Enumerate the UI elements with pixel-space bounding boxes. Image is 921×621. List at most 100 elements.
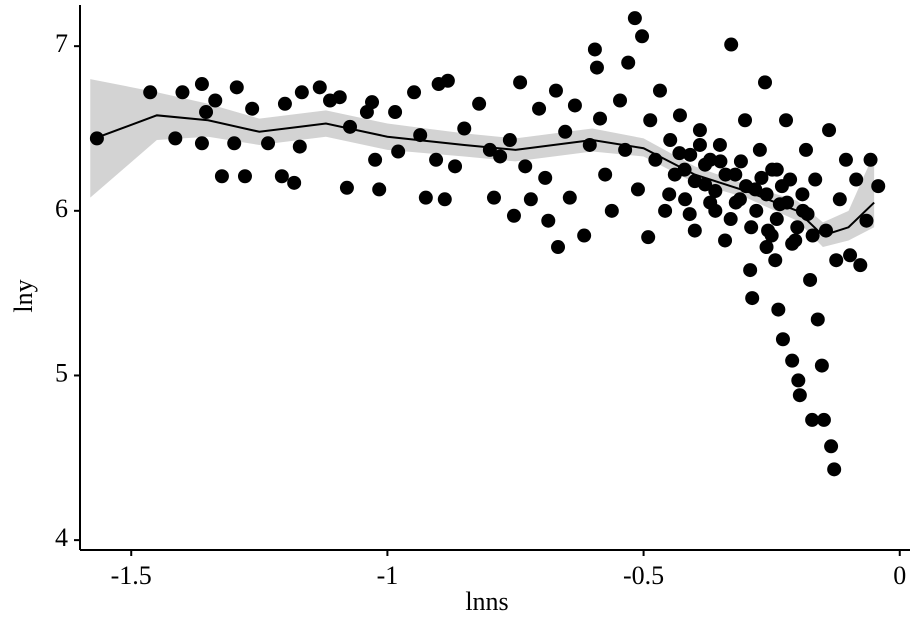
point — [824, 439, 839, 454]
point — [548, 83, 563, 98]
x-tick-label: -1.5 — [111, 561, 152, 590]
point — [829, 253, 844, 268]
point — [764, 228, 779, 243]
x-tick-label: -0.5 — [623, 561, 664, 590]
point — [708, 184, 723, 199]
x-tick-label: 0 — [893, 561, 906, 590]
point — [713, 154, 728, 169]
point — [214, 169, 229, 184]
point — [448, 159, 463, 174]
point — [662, 187, 677, 202]
point — [437, 192, 452, 207]
point — [678, 192, 693, 207]
point — [562, 190, 577, 205]
point — [368, 152, 383, 167]
point — [774, 179, 789, 194]
point — [682, 207, 697, 222]
point — [168, 131, 183, 146]
y-tick-label: 6 — [55, 194, 68, 223]
point — [593, 111, 608, 126]
point — [287, 175, 302, 190]
y-tick-label: 5 — [55, 358, 68, 387]
point — [663, 133, 678, 148]
point — [743, 263, 758, 278]
point — [274, 169, 289, 184]
smooth-line — [89, 114, 875, 237]
point — [294, 85, 309, 100]
point — [810, 312, 825, 327]
point — [532, 101, 547, 116]
point — [208, 93, 223, 108]
point — [472, 96, 487, 111]
point — [827, 462, 842, 477]
point — [832, 192, 847, 207]
point — [567, 98, 582, 113]
point — [752, 142, 767, 157]
point — [769, 212, 784, 227]
point — [551, 240, 566, 255]
point — [859, 213, 874, 228]
point — [798, 142, 813, 157]
point — [816, 412, 831, 427]
point — [672, 146, 687, 161]
point — [635, 29, 650, 44]
point — [768, 253, 783, 268]
point — [630, 182, 645, 197]
point — [541, 213, 556, 228]
point — [724, 37, 739, 52]
point — [745, 291, 760, 306]
point — [332, 90, 347, 105]
point — [822, 123, 837, 138]
point — [277, 96, 292, 111]
point — [513, 75, 528, 90]
point — [683, 147, 698, 162]
y-axis-label: lny — [9, 279, 38, 312]
point — [493, 149, 508, 164]
point — [429, 152, 444, 167]
point — [312, 80, 327, 95]
point — [194, 77, 209, 92]
point — [457, 121, 472, 136]
point — [718, 167, 733, 182]
x-tick-label: -1 — [377, 561, 399, 590]
point — [775, 332, 790, 347]
point — [744, 220, 759, 235]
point — [728, 195, 743, 210]
y-tick-label: 7 — [55, 29, 68, 58]
point — [738, 113, 753, 128]
point — [703, 195, 718, 210]
point — [577, 228, 592, 243]
point — [843, 248, 858, 263]
point — [759, 240, 774, 255]
point — [365, 95, 380, 110]
point — [199, 105, 214, 120]
point — [790, 220, 805, 235]
point — [838, 152, 853, 167]
point — [598, 167, 613, 182]
point — [143, 85, 158, 100]
point — [372, 182, 387, 197]
point — [502, 133, 517, 148]
point — [805, 412, 820, 427]
point — [687, 223, 702, 238]
point — [604, 203, 619, 218]
point — [863, 152, 878, 167]
point — [718, 233, 733, 248]
point — [853, 258, 868, 273]
point — [388, 105, 403, 120]
point — [237, 169, 252, 184]
point — [779, 113, 794, 128]
point — [758, 75, 773, 90]
point — [292, 139, 307, 154]
point — [641, 230, 656, 245]
point — [733, 154, 748, 169]
point — [795, 187, 810, 202]
point — [627, 11, 642, 26]
point — [871, 179, 886, 194]
y-tick-label: 4 — [55, 523, 68, 552]
point — [692, 123, 707, 138]
point — [518, 159, 533, 174]
point — [391, 144, 406, 159]
